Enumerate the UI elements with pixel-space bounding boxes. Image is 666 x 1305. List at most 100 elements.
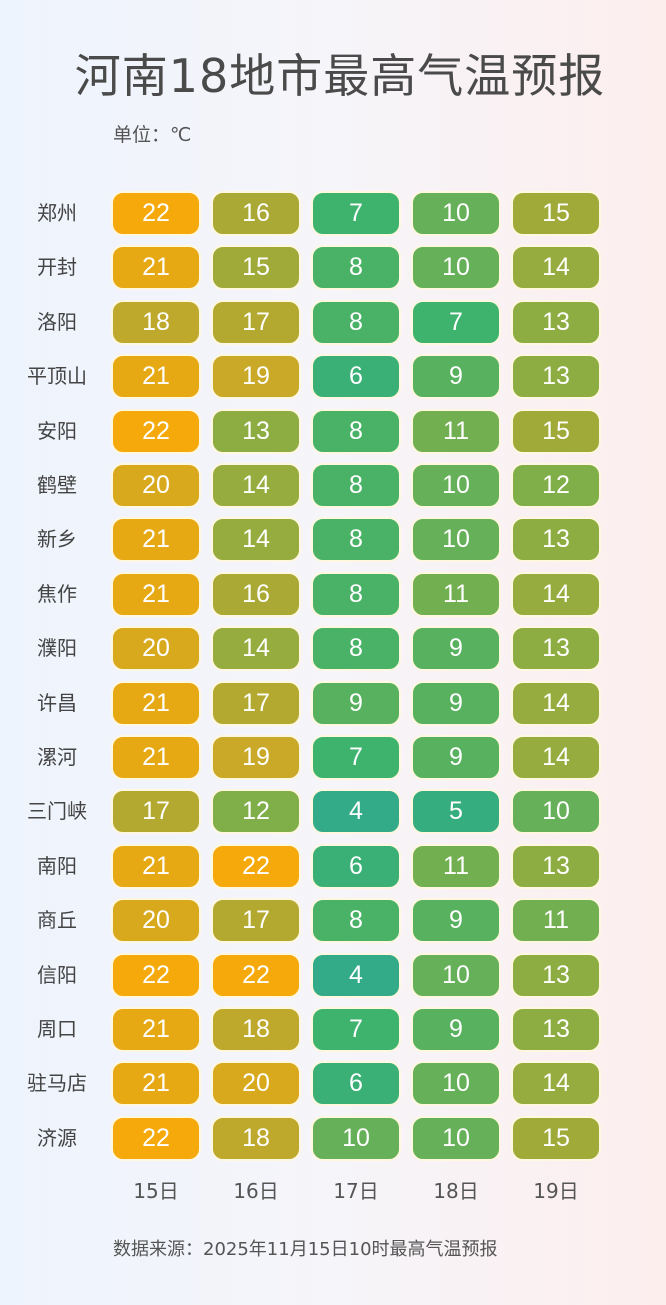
heatmap-cell: 11 bbox=[511, 898, 601, 944]
heatmap-cell: 22 bbox=[111, 952, 201, 998]
heatmap-cell: 12 bbox=[211, 789, 301, 835]
heatmap-cell: 17 bbox=[111, 789, 201, 835]
heatmap-cell: 21 bbox=[111, 245, 201, 291]
heatmap-cell: 13 bbox=[211, 408, 301, 454]
heatmap-cell: 10 bbox=[411, 1115, 501, 1161]
heatmap-cell: 21 bbox=[111, 680, 201, 726]
row-label: 漯河 bbox=[37, 745, 77, 769]
heatmap-cell: 21 bbox=[111, 735, 201, 780]
heatmap-cell: 8 bbox=[311, 245, 401, 291]
unit-label: 单位：℃ bbox=[113, 124, 192, 146]
heatmap-cell: 16 bbox=[211, 191, 301, 236]
heatmap-cell: 9 bbox=[411, 626, 501, 672]
heatmap-cell: 10 bbox=[411, 191, 501, 236]
heatmap-cell: 5 bbox=[411, 789, 501, 835]
heatmap-cell: 8 bbox=[311, 517, 401, 563]
heatmap-cell: 11 bbox=[411, 408, 501, 454]
day-label: 17日 bbox=[333, 1179, 379, 1203]
heatmap-cell: 8 bbox=[311, 571, 401, 617]
heatmap-cell: 11 bbox=[411, 571, 501, 617]
heatmap-cell: 14 bbox=[511, 735, 601, 780]
heatmap-cell: 20 bbox=[111, 626, 201, 672]
heatmap-cell: 8 bbox=[311, 626, 401, 672]
heatmap-cell: 22 bbox=[111, 408, 201, 454]
heatmap-cell: 13 bbox=[511, 354, 601, 400]
heatmap-cell: 14 bbox=[511, 571, 601, 617]
heatmap-cell: 8 bbox=[311, 299, 401, 345]
heatmap-cell: 15 bbox=[511, 408, 601, 454]
heatmap-cell: 8 bbox=[311, 463, 401, 508]
heatmap-cell: 10 bbox=[411, 952, 501, 998]
row-label: 信阳 bbox=[37, 962, 77, 987]
heatmap-cell: 10 bbox=[411, 1061, 501, 1107]
row-label: 商丘 bbox=[37, 908, 77, 933]
heatmap-cell: 18 bbox=[211, 1007, 301, 1052]
heatmap-cell: 6 bbox=[311, 843, 401, 889]
heatmap-cell: 21 bbox=[111, 843, 201, 889]
row-label: 郑州 bbox=[37, 201, 77, 225]
heatmap-cell: 21 bbox=[111, 571, 201, 617]
heatmap-cell: 14 bbox=[211, 626, 301, 672]
heatmap-cell: 12 bbox=[511, 463, 601, 508]
heatmap-cell: 4 bbox=[311, 952, 401, 998]
heatmap-cell: 13 bbox=[511, 843, 601, 889]
heatmap-cell: 14 bbox=[511, 245, 601, 291]
heatmap-cell: 15 bbox=[211, 245, 301, 291]
heatmap-cell: 8 bbox=[311, 898, 401, 944]
heatmap-cell: 9 bbox=[411, 680, 501, 726]
heatmap-cell: 14 bbox=[511, 680, 601, 726]
row-label: 开封 bbox=[37, 255, 77, 280]
heatmap-cell: 17 bbox=[211, 898, 301, 944]
heatmap-cell: 13 bbox=[511, 952, 601, 998]
heatmap-cell: 21 bbox=[111, 517, 201, 563]
heatmap-cell: 22 bbox=[111, 191, 201, 236]
heatmap-cell: 19 bbox=[211, 354, 301, 400]
heatmap-cell: 9 bbox=[411, 354, 501, 400]
heatmap-cell: 15 bbox=[511, 1115, 601, 1161]
heatmap-cell: 17 bbox=[211, 680, 301, 726]
heatmap-cell: 4 bbox=[311, 789, 401, 835]
heatmap-cell: 21 bbox=[111, 1007, 201, 1052]
heatmap-cell: 20 bbox=[111, 898, 201, 944]
heatmap-cell: 8 bbox=[311, 408, 401, 454]
heatmap-cell: 7 bbox=[411, 299, 501, 345]
row-label: 平顶山 bbox=[27, 364, 87, 389]
row-label: 许昌 bbox=[37, 690, 77, 715]
heatmap-cell: 18 bbox=[111, 299, 201, 345]
heatmap-cell: 10 bbox=[411, 245, 501, 291]
row-label: 焦作 bbox=[37, 581, 77, 606]
heatmap-cell: 10 bbox=[411, 517, 501, 563]
heatmap-cell: 20 bbox=[111, 463, 201, 508]
heatmap-cell: 21 bbox=[111, 354, 201, 400]
heatmap-cell: 16 bbox=[211, 571, 301, 617]
heatmap-cell: 13 bbox=[511, 299, 601, 345]
heatmap-cell: 14 bbox=[511, 1061, 601, 1107]
heatmap-cell: 22 bbox=[211, 952, 301, 998]
heatmap-cell: 15 bbox=[511, 191, 601, 236]
heatmap-cell: 13 bbox=[511, 1007, 601, 1052]
heatmap-cell: 9 bbox=[311, 680, 401, 726]
heatmap-cell: 6 bbox=[311, 354, 401, 400]
heatmap-cell: 7 bbox=[311, 191, 401, 236]
heatmap-cell: 9 bbox=[411, 898, 501, 944]
heatmap-cell: 20 bbox=[211, 1061, 301, 1107]
heatmap-cell: 17 bbox=[211, 299, 301, 345]
day-label: 15日 bbox=[133, 1179, 179, 1203]
heatmap-cell: 13 bbox=[511, 517, 601, 563]
day-label: 18日 bbox=[433, 1179, 479, 1203]
heatmap-cell: 10 bbox=[311, 1115, 401, 1161]
row-label: 洛阳 bbox=[37, 309, 77, 334]
heatmap-cell: 10 bbox=[511, 789, 601, 835]
heatmap-cell: 21 bbox=[111, 1061, 201, 1107]
heatmap-cell: 9 bbox=[411, 1007, 501, 1052]
heatmap-cell: 11 bbox=[411, 843, 501, 889]
heatmap-cell: 19 bbox=[211, 735, 301, 780]
heatmap-cell: 14 bbox=[211, 517, 301, 563]
heatmap-cell: 10 bbox=[411, 463, 501, 508]
heatmap-cell: 13 bbox=[511, 626, 601, 672]
row-label: 驻马店 bbox=[27, 1071, 87, 1096]
row-label: 濮阳 bbox=[37, 636, 77, 661]
row-label: 南阳 bbox=[37, 853, 77, 878]
row-label: 三门峡 bbox=[27, 799, 87, 824]
row-label: 周口 bbox=[37, 1017, 77, 1041]
